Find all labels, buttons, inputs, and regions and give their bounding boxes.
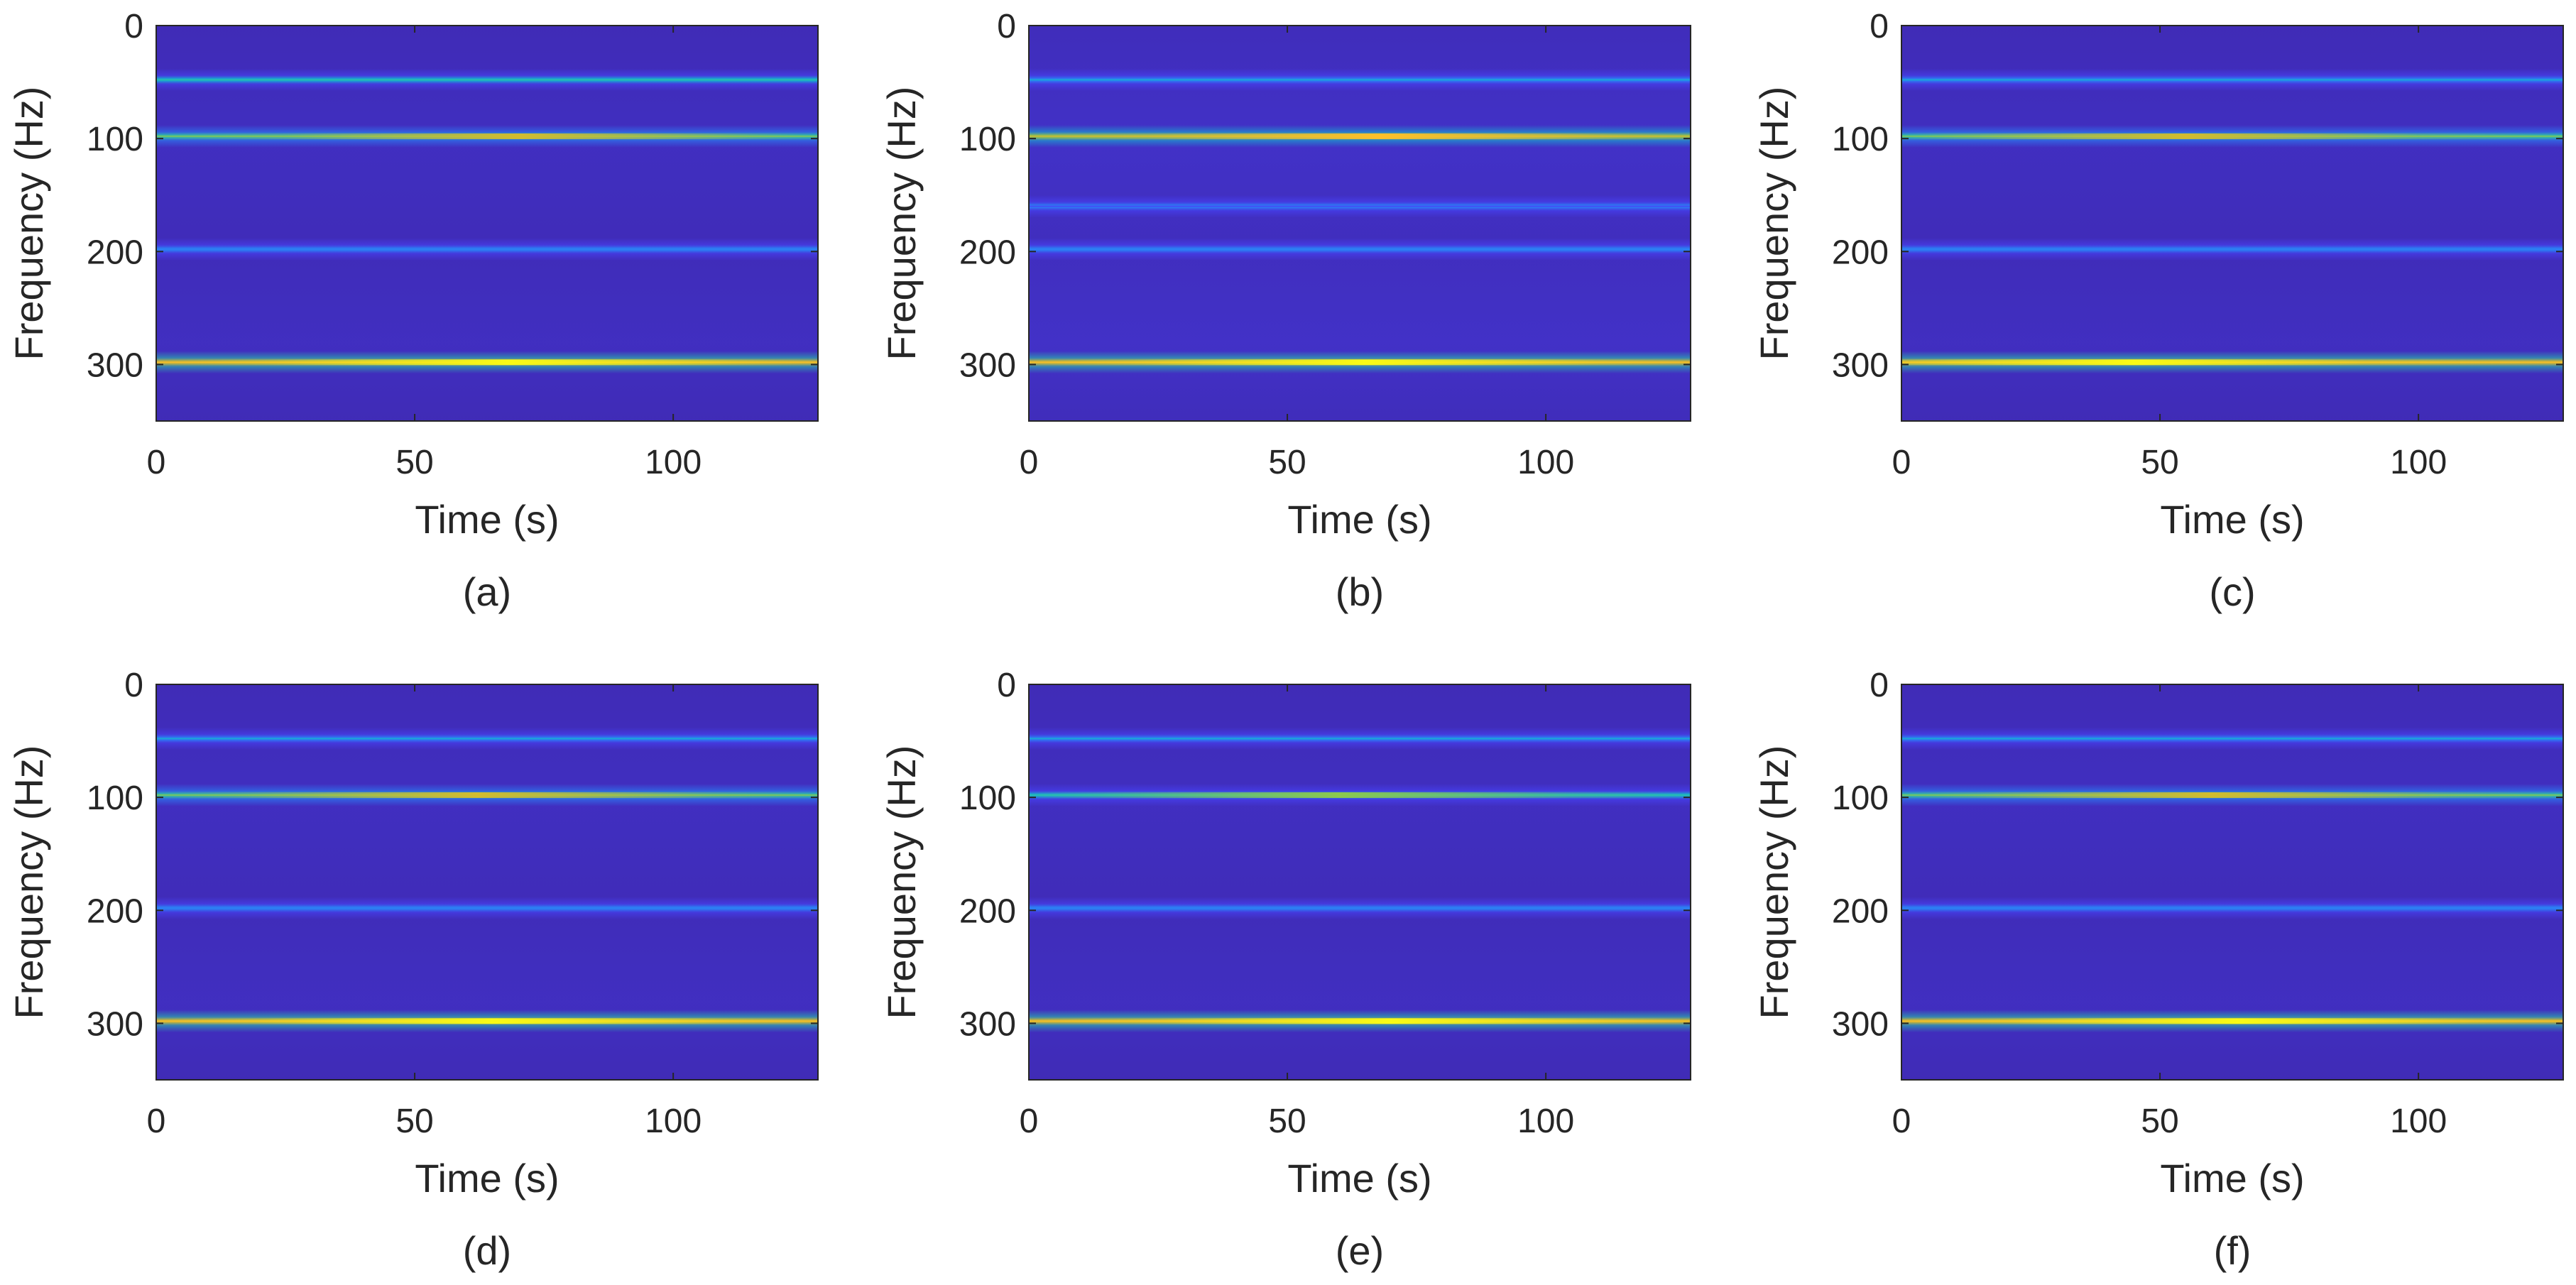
frequency-band-198hz [1029, 897, 1691, 920]
y-axis-label: Frequency (Hz) [1752, 745, 1796, 1019]
y-tick-label: 300 [959, 346, 1016, 384]
y-axis-label: Frequency (Hz) [6, 745, 51, 1019]
x-axis-label: Time (s) [415, 497, 559, 542]
frequency-band-160hz [1029, 195, 1691, 218]
band-peak-298hz [156, 1018, 818, 1024]
panel-e: 0 50 100 0 100 200 300 Time (s) Frequency (Hz) (e… [879, 667, 1691, 1273]
frequency-band-198hz [156, 897, 818, 920]
y-tick-label: 200 [87, 234, 143, 271]
y-tick-label: 100 [1832, 121, 1889, 158]
y-axis-label: Frequency (Hz) [879, 87, 924, 361]
y-tick-label: 100 [87, 780, 143, 817]
frequency-band-48hz [1901, 68, 2563, 92]
y-tick-label: 300 [959, 1005, 1016, 1043]
x-tick-label: 0 [1020, 1103, 1039, 1140]
axes-frame [155, 25, 819, 422]
x-tick-label: 0 [1892, 1103, 1911, 1140]
axes-frame [1901, 684, 2564, 1081]
y-tick-label: 100 [1832, 780, 1889, 817]
frequency-band-198hz [1901, 897, 2563, 920]
x-tick-label: 100 [1517, 1103, 1574, 1140]
panel-caption: (a) [463, 569, 511, 614]
y-tick-label: 200 [959, 234, 1016, 271]
frequency-band-48hz [156, 68, 818, 92]
band-peak-298hz [1029, 359, 1691, 366]
panel-caption: (e) [1336, 1228, 1384, 1273]
axes-frame [155, 684, 819, 1081]
x-tick-label: 50 [1268, 1103, 1306, 1140]
frequency-band-198hz [156, 238, 818, 261]
y-tick-label: 200 [1832, 234, 1889, 271]
panel-caption: (d) [463, 1228, 511, 1273]
y-tick-label: 0 [1870, 8, 1889, 45]
panel-a: 0 50 100 0 100 200 300 Time (s) Frequency (Hz) (a… [6, 8, 819, 614]
frequency-band-48hz [156, 727, 818, 750]
band-peak-98hz [1901, 792, 2563, 798]
y-tick-label: 300 [87, 1005, 143, 1043]
y-tick-label: 300 [1832, 1005, 1889, 1043]
x-tick-label: 100 [645, 1103, 702, 1140]
y-axis-label: Frequency (Hz) [6, 87, 51, 361]
frequency-band-198hz [1901, 238, 2563, 261]
panel-d: 0 50 100 0 100 200 300 Time (s) Frequency (Hz) (d… [6, 667, 819, 1273]
x-axis-label: Time (s) [2160, 1156, 2304, 1201]
y-tick-label: 100 [959, 121, 1016, 158]
y-tick-label: 300 [1832, 346, 1889, 384]
band-peak-98hz [156, 792, 818, 798]
x-tick-label: 50 [1268, 444, 1306, 481]
band-peak-298hz [1029, 1018, 1691, 1024]
band-peak-98hz [1029, 792, 1691, 798]
panel-caption: (f) [2214, 1228, 2252, 1273]
x-tick-label: 100 [2390, 1103, 2447, 1140]
y-tick-label: 0 [124, 8, 143, 45]
y-tick-label: 100 [87, 121, 143, 158]
frequency-band-48hz [1901, 727, 2563, 750]
frequency-band-198hz [1029, 238, 1691, 261]
y-tick-label: 200 [87, 892, 143, 930]
band-peak-298hz [156, 359, 818, 366]
y-tick-label: 0 [997, 667, 1016, 704]
panel-f: 0 50 100 0 100 200 300 Time (s) Frequency (Hz) (f… [1752, 667, 2564, 1273]
band-peak-98hz [1029, 133, 1691, 139]
y-tick-label: 200 [959, 892, 1016, 930]
axes-frame [1028, 25, 1691, 422]
x-axis-label: Time (s) [2160, 497, 2304, 542]
panel-caption: (b) [1336, 569, 1384, 614]
x-tick-label: 0 [147, 444, 166, 481]
y-tick-label: 200 [1832, 892, 1889, 930]
band-peak-98hz [1901, 133, 2563, 139]
y-tick-label: 0 [1870, 667, 1889, 704]
x-tick-label: 50 [2141, 1103, 2178, 1140]
axes-frame [1901, 25, 2564, 422]
x-tick-label: 50 [2141, 444, 2178, 481]
x-tick-label: 0 [1020, 444, 1039, 481]
band-peak-298hz [1901, 1018, 2563, 1024]
y-axis-label: Frequency (Hz) [1752, 87, 1796, 361]
x-tick-label: 100 [645, 444, 702, 481]
axes-frame [1028, 684, 1691, 1081]
panel-caption: (c) [2209, 569, 2255, 614]
band-peak-298hz [1901, 359, 2563, 366]
x-axis-label: Time (s) [415, 1156, 559, 1201]
x-tick-label: 0 [147, 1103, 166, 1140]
frequency-band-48hz [1029, 68, 1691, 92]
panel-b: 0 50 100 0 100 200 300 Time (s) Frequency (Hz) (b… [879, 8, 1691, 614]
x-tick-label: 100 [2390, 444, 2447, 481]
x-tick-label: 50 [395, 1103, 433, 1140]
y-tick-label: 300 [87, 346, 143, 384]
panel-c: 0 50 100 0 100 200 300 Time (s) Frequency (Hz) (c… [1752, 8, 2564, 614]
y-axis-label: Frequency (Hz) [879, 745, 924, 1019]
x-tick-label: 50 [395, 444, 433, 481]
band-peak-98hz [156, 133, 818, 139]
x-axis-label: Time (s) [1287, 1156, 1431, 1201]
y-tick-label: 100 [959, 780, 1016, 817]
y-tick-label: 0 [997, 8, 1016, 45]
x-tick-label: 0 [1892, 444, 1911, 481]
frequency-band-48hz [1029, 727, 1691, 750]
x-axis-label: Time (s) [1287, 497, 1431, 542]
x-tick-label: 100 [1517, 444, 1574, 481]
y-tick-label: 0 [124, 667, 143, 704]
